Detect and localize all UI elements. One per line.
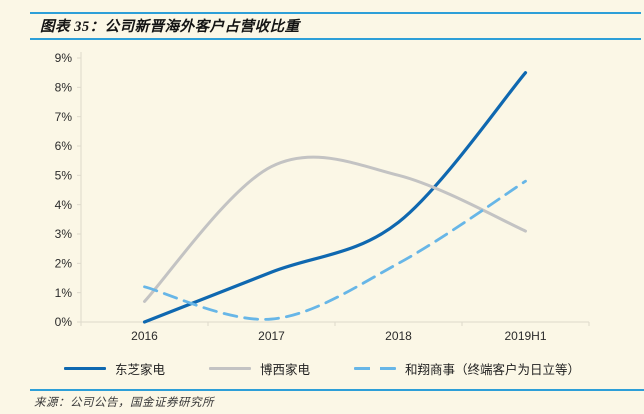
x-tick-label: 2017 [258, 329, 285, 343]
legend-label: 和翔商事（终端客户为日立等） [405, 363, 581, 377]
legend-item-toshiba: 东芝家电 [63, 359, 165, 378]
chart-legend: 东芝家电 博西家电 和翔商事（终端客户为日立等） [0, 359, 644, 378]
line-chart: 0% 1% 2% 3% 4% 5% 6% 7% 8% 9% 2016 2017 2018 2019H1 [55, 51, 590, 343]
y-tick-label: 6% [55, 139, 73, 153]
header-rule-bottom [30, 38, 641, 40]
source-text: 来源：公司公告，国金证券研究所 [34, 397, 214, 409]
legend-item-bsh: 博西家电 [208, 359, 310, 378]
y-tick-label: 2% [55, 257, 73, 271]
y-tick-label: 0% [55, 315, 73, 329]
x-tick-label: 2019H1 [504, 329, 546, 343]
x-tick-label: 2018 [385, 329, 412, 343]
figure-title: 图表 35：公司新晋海外客户占营收比重 [40, 19, 300, 35]
y-tick-label: 3% [55, 227, 73, 241]
legend-label: 东芝家电 [114, 363, 165, 377]
legend-label: 博西家电 [259, 363, 310, 377]
y-tick-label: 8% [55, 81, 73, 95]
y-tick-label: 1% [55, 286, 73, 300]
legend-item-hexiang: 和翔商事（终端客户为日立等） [354, 359, 580, 378]
y-tick-label: 4% [55, 198, 73, 212]
legend-swatch-dashed-lightblue [354, 367, 396, 370]
series-line-1 [143, 155, 527, 303]
y-tick-label: 5% [55, 169, 73, 183]
series-line-2 [143, 179, 527, 321]
legend-swatch-solid-blue [63, 367, 106, 370]
y-tick-label: 9% [55, 51, 73, 65]
series-line-0 [142, 71, 528, 324]
y-tick-label: 7% [55, 110, 73, 124]
x-tick-label: 2016 [131, 329, 158, 343]
legend-swatch-solid-gray [208, 367, 251, 370]
header-rule-top [30, 12, 641, 14]
source-divider [30, 389, 644, 391]
